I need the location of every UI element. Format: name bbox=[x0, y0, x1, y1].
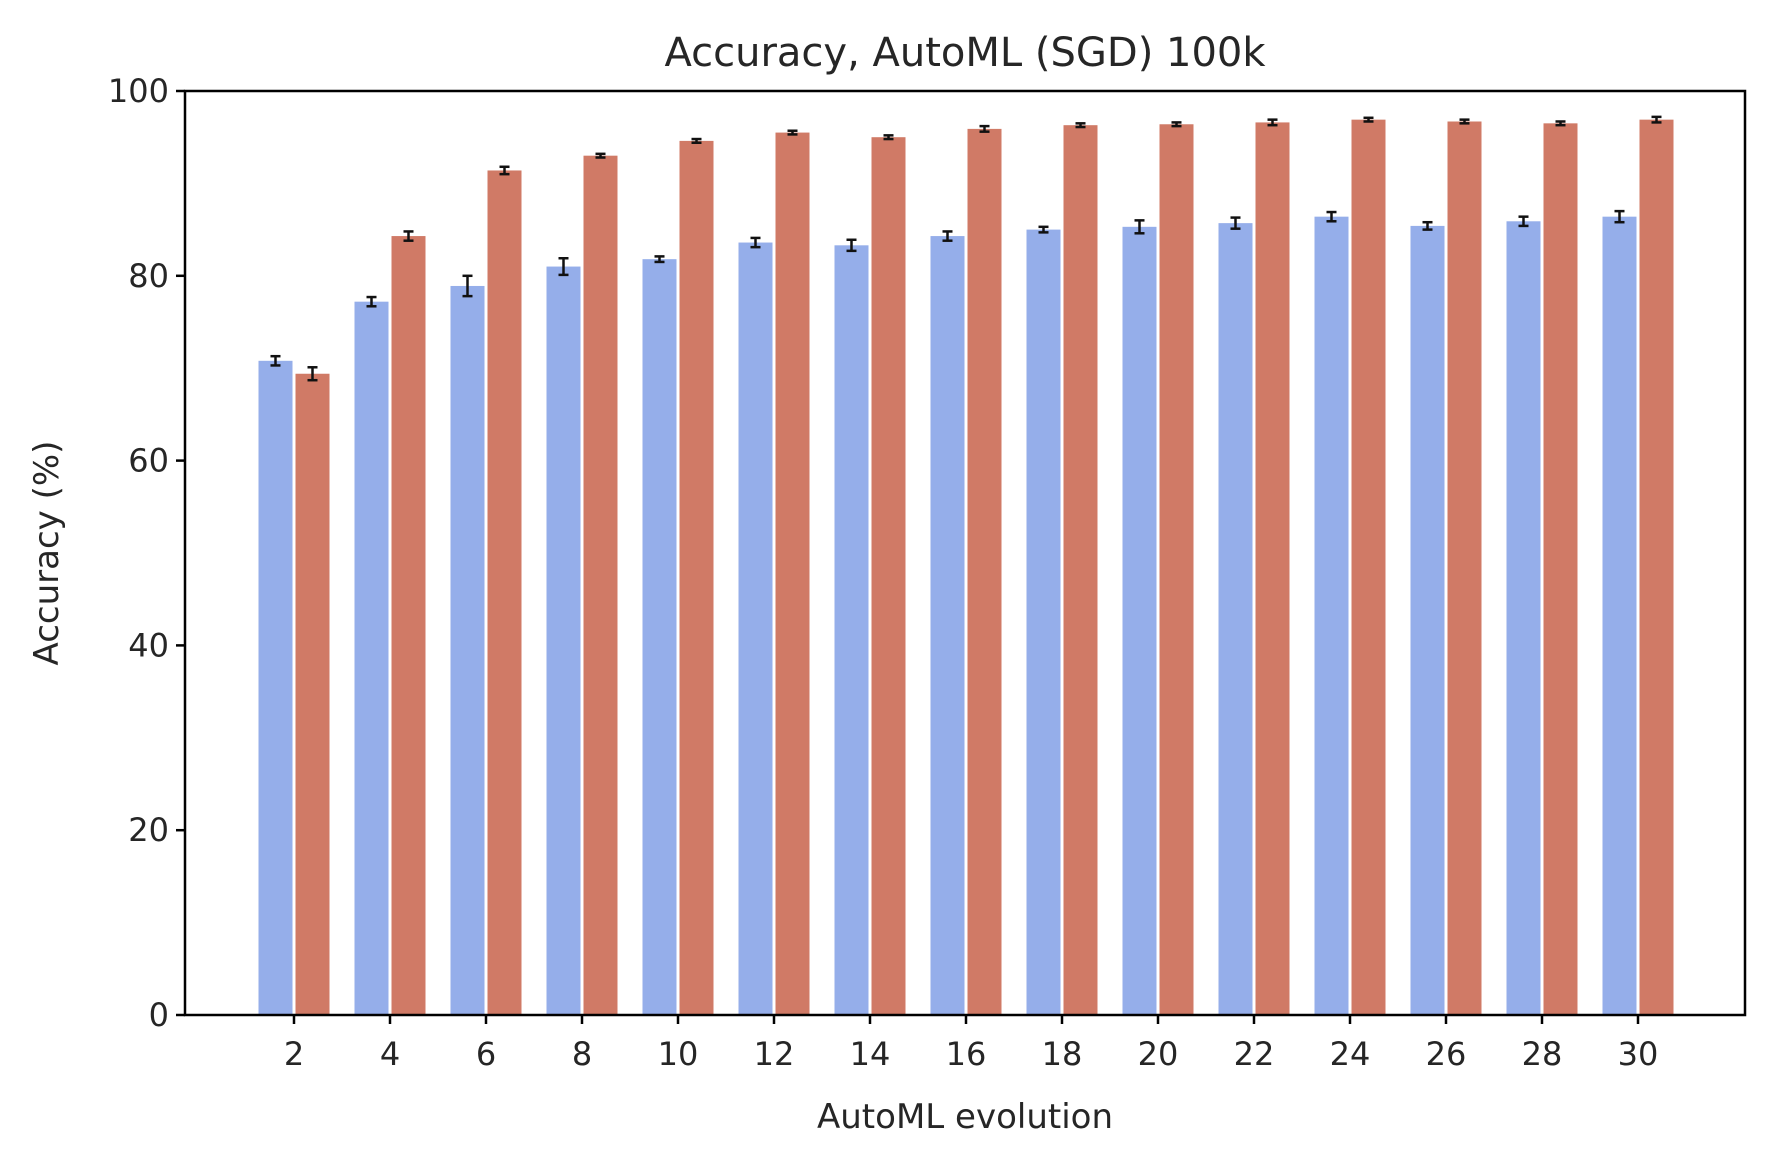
bar-s1-8 bbox=[546, 266, 581, 1015]
error-bar-s1-28 bbox=[1518, 215, 1529, 228]
y-tick-label-60: 60 bbox=[128, 442, 169, 480]
bar-s2-22 bbox=[1255, 122, 1290, 1015]
x-tick-label-8: 8 bbox=[572, 1035, 592, 1073]
error-bar-s2-12 bbox=[787, 129, 798, 136]
bars-layer bbox=[258, 119, 1674, 1016]
x-tick-label-10: 10 bbox=[658, 1035, 699, 1073]
chart-title: Accuracy, AutoML (SGD) 100k bbox=[664, 30, 1266, 76]
x-axis-ticks: 2 4 6 8 10 12 14 16 18 20 22 24 26 28 30 bbox=[284, 1015, 1659, 1073]
error-bar-s1-10 bbox=[654, 255, 665, 264]
bar-s2-26 bbox=[1447, 121, 1482, 1015]
error-bar-s2-8 bbox=[595, 152, 606, 159]
bar-s1-22 bbox=[1218, 223, 1253, 1015]
bar-s1-2 bbox=[258, 360, 293, 1016]
x-tick-label-18: 18 bbox=[1042, 1035, 1083, 1073]
bar-s2-18 bbox=[1063, 125, 1098, 1016]
error-bar-s2-2 bbox=[307, 366, 318, 382]
error-bar-s2-10 bbox=[691, 137, 702, 144]
x-tick-label-30: 30 bbox=[1618, 1035, 1659, 1073]
bar-s1-28 bbox=[1506, 221, 1541, 1015]
bar-s1-26 bbox=[1410, 225, 1445, 1016]
y-tick-label-80: 80 bbox=[128, 257, 169, 295]
error-bar-s2-14 bbox=[883, 134, 894, 141]
bar-s2-28 bbox=[1543, 123, 1578, 1016]
error-bar-s1-4 bbox=[366, 295, 377, 308]
x-tick-label-22: 22 bbox=[1234, 1035, 1275, 1073]
error-bar-s1-18 bbox=[1038, 225, 1049, 234]
bar-s2-14 bbox=[871, 137, 906, 1015]
error-bar-s1-26 bbox=[1422, 220, 1433, 231]
y-tick-label-40: 40 bbox=[128, 626, 169, 664]
x-axis-label: AutoML evolution bbox=[817, 1097, 1113, 1137]
error-bar-s2-4 bbox=[403, 230, 414, 242]
y-tick-label-100: 100 bbox=[108, 72, 169, 110]
y-tick-label-0: 0 bbox=[149, 996, 169, 1034]
error-bar-s2-26 bbox=[1459, 118, 1470, 125]
error-bar-s2-30 bbox=[1651, 115, 1662, 124]
error-bar-s1-16 bbox=[942, 230, 953, 242]
bar-s1-20 bbox=[1122, 226, 1157, 1015]
x-tick-label-2: 2 bbox=[284, 1035, 304, 1073]
error-bar-s2-20 bbox=[1171, 121, 1182, 128]
bar-s2-12 bbox=[775, 132, 810, 1015]
x-tick-label-6: 6 bbox=[476, 1035, 496, 1073]
bar-s1-4 bbox=[354, 301, 389, 1015]
x-tick-label-14: 14 bbox=[850, 1035, 891, 1073]
error-bar-s1-2 bbox=[270, 354, 281, 367]
bar-s2-10 bbox=[679, 140, 714, 1015]
bar-s1-10 bbox=[642, 259, 677, 1016]
bar-s1-30 bbox=[1602, 216, 1637, 1015]
error-bars-layer bbox=[270, 115, 1662, 382]
error-bar-s1-6 bbox=[462, 274, 473, 298]
bar-s1-12 bbox=[738, 242, 773, 1015]
bar-s1-6 bbox=[450, 285, 485, 1015]
error-bar-s2-16 bbox=[979, 124, 990, 133]
bar-s2-2 bbox=[295, 373, 330, 1015]
error-bar-s1-14 bbox=[846, 238, 857, 253]
bar-s2-20 bbox=[1159, 124, 1194, 1016]
bar-s1-14 bbox=[834, 245, 869, 1016]
bar-s2-24 bbox=[1351, 119, 1386, 1016]
x-tick-label-24: 24 bbox=[1330, 1035, 1371, 1073]
bar-s1-18 bbox=[1026, 229, 1061, 1016]
x-tick-label-26: 26 bbox=[1426, 1035, 1467, 1073]
x-tick-label-16: 16 bbox=[946, 1035, 987, 1073]
error-bar-s2-18 bbox=[1075, 122, 1086, 129]
bar-s2-30 bbox=[1639, 119, 1674, 1016]
x-tick-label-12: 12 bbox=[754, 1035, 795, 1073]
error-bar-s1-30 bbox=[1614, 209, 1625, 224]
x-tick-label-28: 28 bbox=[1522, 1035, 1563, 1073]
bar-s1-24 bbox=[1314, 216, 1349, 1015]
y-axis-ticks: 0 20 40 60 80 100 bbox=[108, 72, 185, 1034]
x-tick-label-20: 20 bbox=[1138, 1035, 1179, 1073]
error-bar-s2-6 bbox=[499, 165, 510, 176]
error-bar-s2-22 bbox=[1267, 118, 1278, 127]
y-tick-label-20: 20 bbox=[128, 811, 169, 849]
error-bar-s2-28 bbox=[1555, 120, 1566, 127]
bar-s2-16 bbox=[967, 128, 1002, 1015]
bar-s2-8 bbox=[583, 155, 618, 1015]
y-axis-label: Accuracy (%) bbox=[27, 441, 67, 666]
bar-s2-4 bbox=[391, 236, 426, 1015]
error-bar-s1-8 bbox=[558, 256, 569, 277]
error-bar-s1-22 bbox=[1230, 216, 1241, 230]
error-bar-s1-12 bbox=[750, 236, 761, 249]
error-bar-s1-24 bbox=[1326, 210, 1337, 223]
bar-s2-6 bbox=[487, 170, 522, 1016]
x-tick-label-4: 4 bbox=[380, 1035, 400, 1073]
bar-s1-16 bbox=[930, 236, 965, 1015]
error-bar-s1-20 bbox=[1134, 219, 1145, 235]
error-bar-s2-24 bbox=[1363, 116, 1374, 123]
